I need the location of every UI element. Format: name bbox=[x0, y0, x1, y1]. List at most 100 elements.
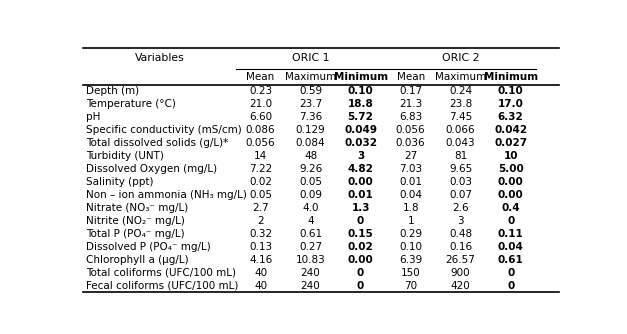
Text: Specific conductivity (mS/cm): Specific conductivity (mS/cm) bbox=[86, 125, 241, 135]
Text: 0.00: 0.00 bbox=[498, 177, 524, 187]
Text: ORIC 1: ORIC 1 bbox=[292, 53, 329, 63]
Text: 48: 48 bbox=[304, 151, 317, 161]
Text: 0.00: 0.00 bbox=[348, 177, 374, 187]
Text: Maximum: Maximum bbox=[285, 72, 336, 82]
Text: 0.27: 0.27 bbox=[299, 242, 322, 252]
Text: Dissolved P (PO₄⁻ mg/L): Dissolved P (PO₄⁻ mg/L) bbox=[86, 242, 211, 252]
Text: 0.59: 0.59 bbox=[299, 86, 322, 96]
Text: 1.3: 1.3 bbox=[351, 203, 370, 213]
Text: 0.29: 0.29 bbox=[399, 229, 422, 239]
Text: 21.3: 21.3 bbox=[399, 99, 422, 109]
Text: Mean: Mean bbox=[246, 72, 275, 82]
Text: 0.61: 0.61 bbox=[498, 255, 524, 265]
Text: 0: 0 bbox=[507, 216, 514, 226]
Text: Minimum: Minimum bbox=[334, 72, 387, 82]
Text: 2.6: 2.6 bbox=[452, 203, 469, 213]
Text: 6.39: 6.39 bbox=[399, 255, 422, 265]
Text: 0.17: 0.17 bbox=[399, 86, 422, 96]
Text: 240: 240 bbox=[301, 281, 320, 291]
Text: 0.05: 0.05 bbox=[249, 190, 272, 200]
Text: 4.0: 4.0 bbox=[302, 203, 319, 213]
Text: Dissolved Oxygen (mg/L): Dissolved Oxygen (mg/L) bbox=[86, 164, 217, 174]
Text: 3: 3 bbox=[357, 151, 364, 161]
Text: 0.129: 0.129 bbox=[296, 125, 325, 135]
Text: 0.086: 0.086 bbox=[246, 125, 275, 135]
Text: 0.07: 0.07 bbox=[449, 190, 472, 200]
Text: 2.7: 2.7 bbox=[252, 203, 269, 213]
Text: 9.26: 9.26 bbox=[299, 164, 322, 174]
Text: 1: 1 bbox=[408, 216, 414, 226]
Text: 240: 240 bbox=[301, 268, 320, 278]
Text: 0.00: 0.00 bbox=[348, 255, 374, 265]
Text: 70: 70 bbox=[404, 281, 417, 291]
Text: 0.056: 0.056 bbox=[246, 138, 275, 148]
Text: 0.10: 0.10 bbox=[399, 242, 422, 252]
Text: 3: 3 bbox=[457, 216, 464, 226]
Text: Mean: Mean bbox=[396, 72, 424, 82]
Text: 17.0: 17.0 bbox=[498, 99, 524, 109]
Text: 27: 27 bbox=[404, 151, 417, 161]
Text: 7.36: 7.36 bbox=[299, 112, 322, 122]
Text: Salinity (ppt): Salinity (ppt) bbox=[86, 177, 153, 187]
Text: Total dissolved solids (g/L)*: Total dissolved solids (g/L)* bbox=[86, 138, 228, 148]
Text: 21.0: 21.0 bbox=[249, 99, 272, 109]
Text: 150: 150 bbox=[401, 268, 421, 278]
Text: 0.23: 0.23 bbox=[249, 86, 272, 96]
Text: 0: 0 bbox=[507, 281, 514, 291]
Text: Temperature (°C): Temperature (°C) bbox=[86, 99, 176, 109]
Text: 6.32: 6.32 bbox=[498, 112, 524, 122]
Text: 2: 2 bbox=[257, 216, 264, 226]
Text: 0.04: 0.04 bbox=[498, 242, 524, 252]
Text: 9.65: 9.65 bbox=[449, 164, 472, 174]
Text: Turbidity (UNT): Turbidity (UNT) bbox=[86, 151, 164, 161]
Text: Variables: Variables bbox=[135, 53, 184, 63]
Text: 4.82: 4.82 bbox=[348, 164, 374, 174]
Text: 0.02: 0.02 bbox=[249, 177, 272, 187]
Text: 18.8: 18.8 bbox=[348, 99, 374, 109]
Text: 26.57: 26.57 bbox=[446, 255, 475, 265]
Text: 40: 40 bbox=[254, 268, 267, 278]
Text: Nitrite (NO₂⁻ mg/L): Nitrite (NO₂⁻ mg/L) bbox=[86, 216, 184, 226]
Text: 10.83: 10.83 bbox=[296, 255, 325, 265]
Text: 0.042: 0.042 bbox=[494, 125, 527, 135]
Text: 0.066: 0.066 bbox=[446, 125, 475, 135]
Text: 4.16: 4.16 bbox=[249, 255, 272, 265]
Text: 0.11: 0.11 bbox=[498, 229, 524, 239]
Text: pH: pH bbox=[86, 112, 100, 122]
Text: 0.10: 0.10 bbox=[498, 86, 524, 96]
Text: 0.049: 0.049 bbox=[344, 125, 377, 135]
Text: 23.8: 23.8 bbox=[449, 99, 472, 109]
Text: 0.00: 0.00 bbox=[498, 190, 524, 200]
Text: 81: 81 bbox=[454, 151, 467, 161]
Text: 4: 4 bbox=[307, 216, 314, 226]
Text: 0.01: 0.01 bbox=[399, 177, 422, 187]
Text: Depth (m): Depth (m) bbox=[86, 86, 139, 96]
Text: 0.04: 0.04 bbox=[399, 190, 422, 200]
Text: 6.60: 6.60 bbox=[249, 112, 272, 122]
Text: Total P (PO₄⁻ mg/L): Total P (PO₄⁻ mg/L) bbox=[86, 229, 184, 239]
Text: Fecal coliforms (UFC/100 mL): Fecal coliforms (UFC/100 mL) bbox=[86, 281, 238, 291]
Text: 0.10: 0.10 bbox=[348, 86, 374, 96]
Text: 0.027: 0.027 bbox=[494, 138, 527, 148]
Text: 0.32: 0.32 bbox=[249, 229, 272, 239]
Text: 40: 40 bbox=[254, 281, 267, 291]
Text: Minimum: Minimum bbox=[483, 72, 538, 82]
Text: 0.084: 0.084 bbox=[296, 138, 325, 148]
Text: 0.24: 0.24 bbox=[449, 86, 472, 96]
Text: 0.01: 0.01 bbox=[348, 190, 374, 200]
Text: 1.8: 1.8 bbox=[403, 203, 419, 213]
Text: 23.7: 23.7 bbox=[299, 99, 322, 109]
Text: 0.032: 0.032 bbox=[344, 138, 377, 148]
Text: 0.056: 0.056 bbox=[396, 125, 426, 135]
Text: 0: 0 bbox=[357, 268, 364, 278]
Text: Chlorophyll a (μg/L): Chlorophyll a (μg/L) bbox=[86, 255, 188, 265]
Text: 0: 0 bbox=[357, 281, 364, 291]
Text: Total coliforms (UFC/100 mL): Total coliforms (UFC/100 mL) bbox=[86, 268, 236, 278]
Text: 0.09: 0.09 bbox=[299, 190, 322, 200]
Text: 0.61: 0.61 bbox=[299, 229, 322, 239]
Text: 0: 0 bbox=[357, 216, 364, 226]
Text: 0.05: 0.05 bbox=[299, 177, 322, 187]
Text: 0: 0 bbox=[507, 268, 514, 278]
Text: 0.4: 0.4 bbox=[502, 203, 520, 213]
Text: 0.13: 0.13 bbox=[249, 242, 272, 252]
